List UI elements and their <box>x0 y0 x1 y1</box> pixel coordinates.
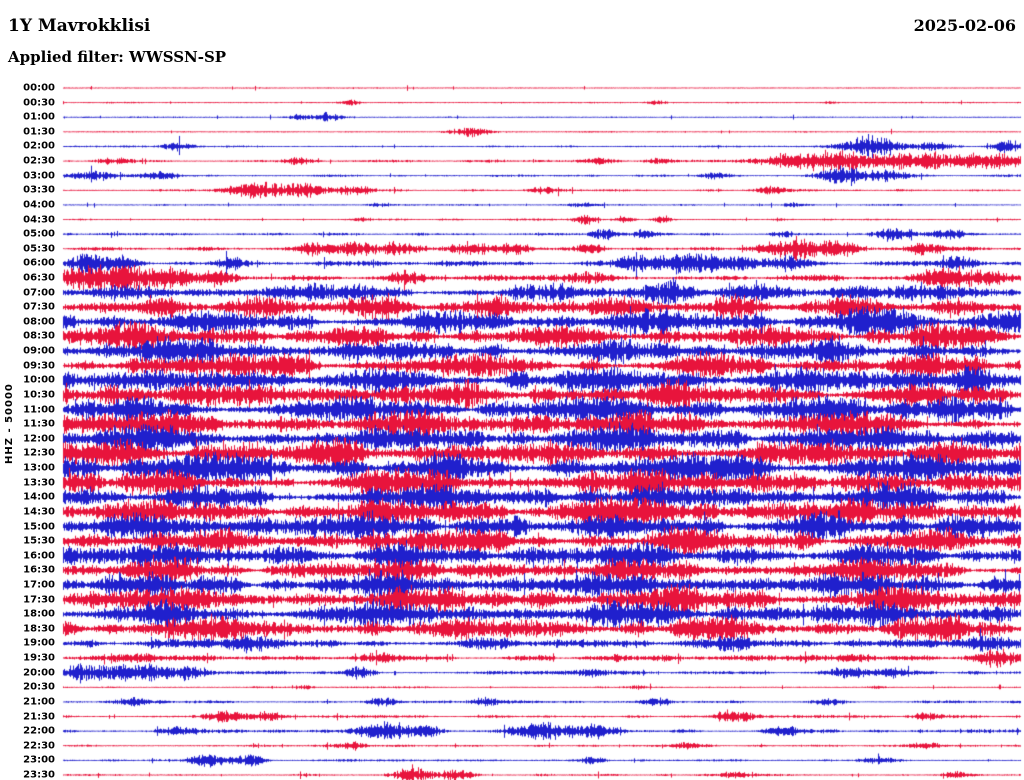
time-label: 08:30 <box>23 330 55 342</box>
time-label: 18:30 <box>23 623 55 635</box>
time-label: 00:30 <box>23 97 55 109</box>
time-label: 07:00 <box>23 287 55 299</box>
time-label: 13:30 <box>23 477 55 489</box>
time-label: 00:00 <box>23 82 55 94</box>
time-label: 10:00 <box>23 374 55 386</box>
time-label: 15:30 <box>23 535 55 547</box>
time-label: 16:00 <box>23 550 55 562</box>
time-label: 04:00 <box>23 199 55 211</box>
time-label: 14:30 <box>23 506 55 518</box>
time-label: 22:30 <box>23 740 55 752</box>
time-label: 11:30 <box>23 418 55 430</box>
time-label: 21:00 <box>23 696 55 708</box>
time-label: 07:30 <box>23 301 55 313</box>
time-label: 03:00 <box>23 170 55 182</box>
time-label: 11:00 <box>23 404 55 416</box>
time-label: 17:00 <box>23 579 55 591</box>
time-label: 04:30 <box>23 214 55 226</box>
time-label: 03:30 <box>23 184 55 196</box>
time-label: 17:30 <box>23 594 55 606</box>
time-label: 16:30 <box>23 564 55 576</box>
time-label: 21:30 <box>23 711 55 723</box>
time-label: 14:00 <box>23 491 55 503</box>
time-label: 22:00 <box>23 725 55 737</box>
time-label: 15:00 <box>23 521 55 532</box>
time-label: 05:00 <box>23 228 55 240</box>
time-label: 23:00 <box>23 754 55 766</box>
time-label: 12:30 <box>23 447 55 459</box>
time-label: 13:00 <box>23 462 55 474</box>
time-label: 20:00 <box>23 667 55 679</box>
time-label: 08:00 <box>23 316 55 328</box>
time-label: 09:00 <box>23 345 55 357</box>
time-label: 06:30 <box>23 272 55 284</box>
time-label: 12:00 <box>23 433 55 445</box>
time-label: 01:30 <box>23 126 55 138</box>
time-label: 19:00 <box>23 637 55 649</box>
time-label: 05:30 <box>23 243 55 255</box>
time-label: 02:30 <box>23 155 55 167</box>
time-label: 09:30 <box>23 360 55 372</box>
time-label: 10:30 <box>23 389 55 401</box>
time-labels: 00:00 00:30 01:00 01:30 02:00 02:30 03:00 03:30… <box>0 0 58 780</box>
time-label: 20:30 <box>23 681 55 693</box>
time-label: 18:00 <box>23 608 55 620</box>
time-label: 02:00 <box>23 140 55 152</box>
time-label: 01:00 <box>23 111 55 123</box>
time-label: 23:30 <box>23 769 55 780</box>
time-label: 19:30 <box>23 652 55 664</box>
time-label: 06:00 <box>23 257 55 269</box>
